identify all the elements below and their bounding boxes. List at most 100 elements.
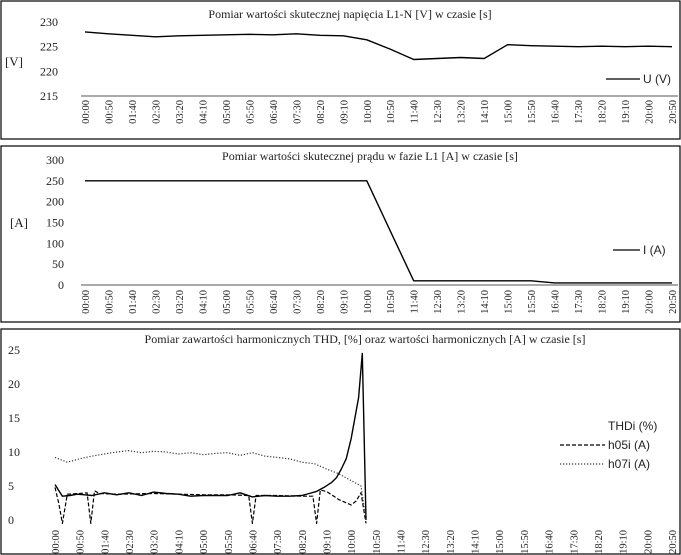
x-tick-label: 04:10 [198, 290, 209, 314]
y-tick-label: 15 [8, 411, 20, 425]
x-tick-label: 13:20 [457, 100, 468, 124]
x-tick-label: 12:30 [433, 290, 444, 314]
x-tick-label: 15:50 [527, 100, 538, 124]
x-tick-label: 12:30 [433, 100, 444, 124]
chart-title-current: Pomiar wartości skutecznej prądu w fazie… [222, 149, 518, 163]
x-tick-label: 00:00 [51, 530, 62, 554]
legend-label: h05i (A) [608, 438, 650, 452]
x-tick-label: 04:10 [198, 100, 209, 124]
x-tick-label: 06:40 [248, 530, 259, 554]
x-tick-label: 17:30 [574, 290, 585, 314]
x-tick-label: 10:00 [363, 290, 374, 314]
legend-label: U (V) [643, 72, 671, 86]
series-line-h05i-a- [54, 487, 367, 525]
x-tick-label: 16:40 [551, 100, 562, 124]
x-tick-label: 14:10 [480, 100, 491, 124]
x-tick-label: 00:50 [104, 100, 115, 124]
x-tick-label: 13:20 [457, 290, 468, 314]
x-tick-label: 13:20 [446, 530, 457, 554]
x-tick-label: 18:20 [598, 100, 609, 124]
y-tick-label: 10 [8, 445, 20, 459]
chart-panel-harmonics: Pomiar zawartości harmonicznych THD, [%]… [0, 328, 681, 555]
x-tick-label: 11:40 [397, 530, 408, 554]
x-tick-label: 07:30 [292, 100, 303, 124]
chart-panel-current: Pomiar wartości skutecznej prądu w fazie… [0, 145, 681, 323]
x-tick-label: 00:50 [76, 530, 87, 554]
legend-label: I (A) [643, 243, 666, 257]
x-tick-label: 01:40 [128, 100, 139, 124]
y-ticks-current: 0 50 100 150 200 250 300 [46, 153, 64, 292]
y-tick-label: 0 [8, 513, 14, 527]
legend-label: h07i (A) [608, 457, 650, 471]
y-tick-label: 300 [46, 153, 64, 167]
series-harmonics [54, 352, 367, 525]
x-tick-label: 02:30 [151, 290, 162, 314]
x-tick-label: 11:40 [410, 100, 421, 124]
chart-panel-voltage: Pomiar wartości skutecznej napięcia L1-N… [0, 0, 681, 140]
panel-frame-current [0, 145, 681, 323]
x-tick-label: 14:10 [480, 290, 491, 314]
x-tick-label: 19:10 [619, 530, 630, 554]
x-tick-label: 16:40 [551, 290, 562, 314]
legend-harmonics: THDi (%) h05i (A) h07i (A) [560, 419, 657, 471]
x-tick-label: 20:00 [645, 100, 656, 124]
x-tick-label: 05:00 [222, 100, 233, 124]
x-ticks-current: 00:00 00:50 01:40 02:30 03:20 04:10 05:00 05:50… [81, 290, 679, 314]
x-tick-label: 09:10 [339, 290, 350, 314]
x-tick-label: 03:20 [175, 100, 186, 124]
x-tick-label: 20:50 [668, 100, 679, 124]
x-tick-label: 14:10 [471, 530, 482, 554]
x-tick-label: 07:30 [292, 290, 303, 314]
legend-label: THDi (%) [608, 419, 657, 433]
x-tick-label: 05:50 [224, 530, 235, 554]
x-tick-label: 05:50 [245, 100, 256, 124]
y-tick-label: 20 [8, 377, 20, 391]
x-tick-label: 00:00 [81, 290, 92, 314]
y-tick-label: 50 [52, 257, 64, 271]
series-current [85, 180, 672, 284]
y-tick-label: 0 [58, 278, 64, 292]
x-tick-label: 18:20 [598, 290, 609, 314]
y-tick-label: 250 [46, 174, 64, 188]
x-tick-label: 17:30 [574, 100, 585, 124]
y-tick-label: 220 [40, 64, 58, 78]
series-line-u-v- [84, 31, 673, 61]
x-tick-label: 20:50 [668, 530, 679, 554]
x-tick-label: 19:10 [621, 290, 632, 314]
x-tick-label: 05:00 [222, 290, 233, 314]
x-tick-label: 11:40 [410, 290, 421, 314]
x-tick-label: 09:10 [339, 100, 350, 124]
y-tick-label: 100 [46, 236, 64, 250]
y-tick-label: 215 [40, 89, 58, 103]
x-tick-label: 01:40 [100, 530, 111, 554]
x-tick-label: 00:00 [81, 100, 92, 124]
y-tick-label: 200 [46, 195, 64, 209]
x-tick-label: 03:20 [175, 290, 186, 314]
x-tick-label: 16:40 [545, 530, 556, 554]
x-tick-label: 06:40 [269, 290, 280, 314]
legend-voltage: U (V) [606, 72, 671, 86]
legend-current: I (A) [613, 243, 666, 257]
x-tick-label: 15:50 [520, 530, 531, 554]
x-tick-label: 02:30 [125, 530, 136, 554]
x-tick-label: 00:50 [104, 290, 115, 314]
chart-title-voltage: Pomiar wartości skutecznej napięcia L1-N… [208, 7, 491, 21]
panel-frame-voltage [0, 0, 681, 140]
x-ticks-harmonics: 00:00 00:50 01:40 02:30 03:20 04:10 05:00 05:50… [51, 530, 679, 554]
x-tick-label: 20:00 [643, 530, 654, 554]
x-tick-label: 15:00 [504, 100, 515, 124]
x-tick-label: 09:10 [322, 530, 333, 554]
x-tick-label: 20:00 [645, 290, 656, 314]
x-tick-label: 10:50 [386, 290, 397, 314]
x-tick-label: 04:10 [174, 530, 185, 554]
x-tick-label: 17:30 [569, 530, 580, 554]
x-tick-label: 08:20 [316, 100, 327, 124]
x-tick-label: 19:10 [621, 100, 632, 124]
x-tick-label: 15:00 [504, 290, 515, 314]
panel-frame-harmonics [0, 328, 681, 555]
y-axis-label-current: [A] [10, 215, 28, 230]
x-tick-label: 18:20 [594, 530, 605, 554]
x-tick-label: 10:00 [363, 100, 374, 124]
x-ticks-voltage: 00:00 00:50 01:40 02:30 03:20 04:10 05:00 05:50… [81, 100, 679, 124]
